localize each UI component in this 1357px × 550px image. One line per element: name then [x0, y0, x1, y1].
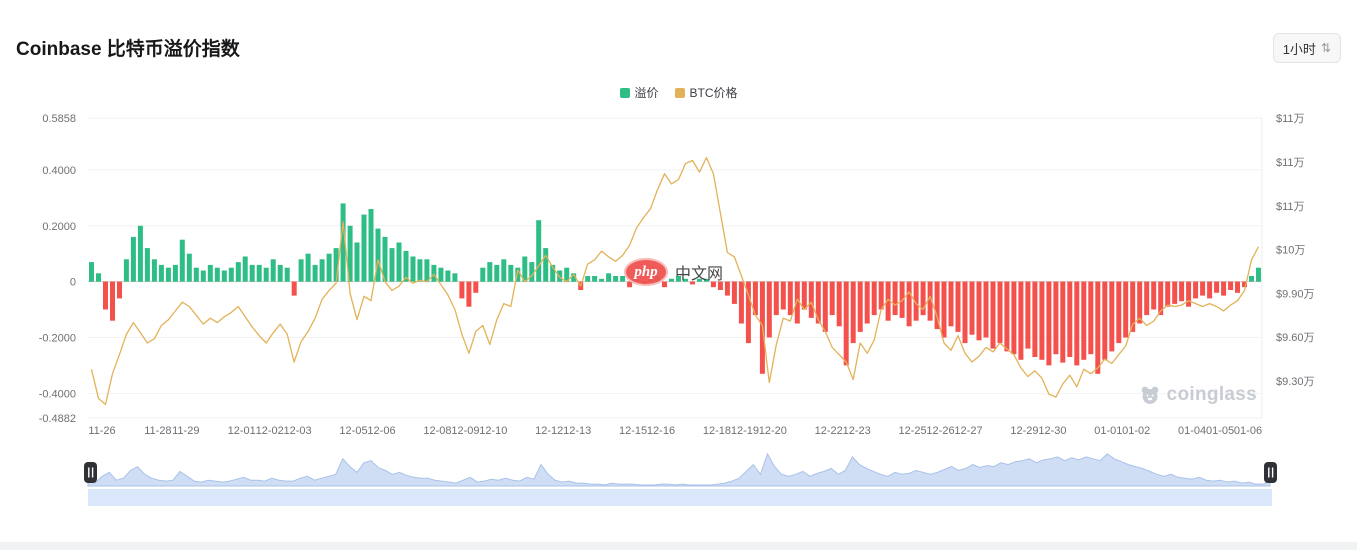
x-axis-label: 12-26 [926, 425, 954, 437]
coinglass-watermark: coinglass [1139, 384, 1257, 406]
legend-swatch-btc-icon [674, 87, 685, 98]
legend-item-btc-price[interactable]: BTC价格 [674, 84, 738, 101]
right-axis-label: $11万 [1276, 157, 1305, 169]
legend-label-premium: 溢价 [634, 86, 659, 100]
site-watermark-text: 中文网 [675, 266, 724, 283]
x-axis-label: 12-25 [899, 425, 927, 437]
right-axis-label: $10万 [1276, 245, 1305, 257]
x-axis-label: 12-27 [954, 425, 982, 437]
left-axis-label: 0.4000 [42, 165, 76, 177]
page-bottom-strip [0, 542, 1357, 550]
x-axis-label: 12-08 [423, 425, 451, 437]
left-axis-label: 0.2000 [42, 221, 76, 233]
php-logo-icon: php [624, 258, 668, 286]
sort-arrows-icon: ⇅ [1320, 41, 1331, 55]
x-axis-label: 12-10 [479, 425, 507, 437]
x-axis-label: 12-05 [339, 425, 367, 437]
x-axis-label: 01-05 [1206, 425, 1234, 437]
x-axis-label: 11-29 [172, 425, 199, 437]
x-axis-label: 12-12 [535, 425, 563, 437]
x-axis-label: 12-19 [731, 425, 759, 437]
x-axis-label: 12-13 [563, 425, 591, 437]
left-axis-label: -0.2000 [39, 333, 76, 345]
x-axis-label: 12-20 [759, 425, 787, 437]
x-axis-label: 01-01 [1094, 425, 1122, 437]
chart-legend: 溢价 BTC价格 [619, 84, 738, 101]
right-axis-label: $9.90万 [1276, 288, 1315, 300]
x-axis-label: 12-06 [367, 425, 395, 437]
x-axis-label: 11-28 [144, 425, 171, 437]
right-axis-label: $9.60万 [1276, 332, 1315, 344]
site-watermark: php 中文网 [624, 258, 723, 286]
x-axis-label: 12-29 [1010, 425, 1038, 437]
navigator-right-handle[interactable] [1264, 462, 1277, 483]
right-axis-label: $11万 [1276, 201, 1305, 213]
btc-price-line [90, 156, 1260, 406]
navigator-range-bar[interactable] [88, 489, 1272, 506]
x-axis-label: 01-06 [1234, 425, 1262, 437]
x-axis-label: 12-30 [1038, 425, 1066, 437]
navigator-left-handle[interactable] [84, 462, 97, 483]
left-axis-label: 0 [70, 277, 76, 289]
navigator-area[interactable] [87, 452, 1271, 487]
x-axis-label: 12-02 [256, 425, 284, 437]
x-axis-label: 12-15 [619, 425, 647, 437]
interval-dropdown-label: 1小时 [1282, 41, 1316, 57]
coinglass-bear-icon [1141, 386, 1159, 404]
premium-bars [89, 203, 1261, 374]
x-axis-label: 12-22 [815, 425, 843, 437]
x-axis-label: 12-18 [703, 425, 731, 437]
x-axis-label: 12-23 [843, 425, 871, 437]
left-axis-label: -0.4882 [39, 413, 76, 425]
x-axis-label: 12-01 [228, 425, 256, 437]
x-axis-label: 11-26 [88, 425, 115, 437]
x-axis-label: 12-16 [647, 425, 675, 437]
x-axis-label: 12-03 [284, 425, 312, 437]
legend-item-premium[interactable]: 溢价 [619, 84, 659, 101]
right-axis-label: $9.30万 [1276, 376, 1315, 388]
legend-label-btc: BTC价格 [689, 86, 738, 100]
legend-swatch-premium-icon [619, 87, 630, 98]
x-axis-label: 12-09 [451, 425, 479, 437]
page-title: Coinbase 比特币溢价指数 [16, 39, 240, 60]
x-axis-label: 01-02 [1122, 425, 1150, 437]
left-axis-label: 0.5858 [42, 113, 76, 125]
x-axis-label: 01-04 [1178, 425, 1206, 437]
interval-dropdown[interactable]: 1小时 ⇅ [1272, 33, 1341, 63]
right-axis-label: $11万 [1276, 113, 1305, 125]
left-axis-label: -0.4000 [39, 388, 76, 400]
coinglass-watermark-text: coinglass [1166, 384, 1257, 405]
